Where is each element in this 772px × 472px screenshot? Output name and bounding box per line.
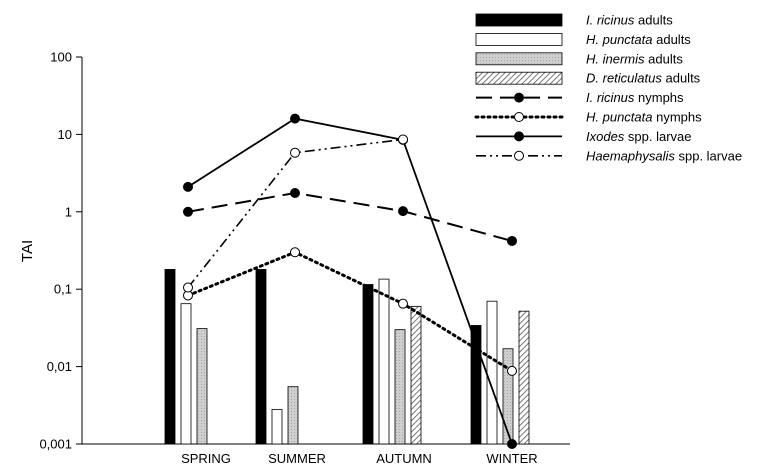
- legend-label-species: Ixodes: [586, 129, 625, 144]
- series-line: [187, 138, 404, 289]
- data-point: [507, 235, 517, 246]
- y-tick-label: 0,01: [47, 359, 72, 374]
- series-line: [187, 117, 513, 445]
- legend-label-species: Haemaphysalis: [586, 148, 675, 163]
- y-tick-label: 1: [65, 204, 72, 219]
- y-axis-title: TAI: [19, 240, 36, 262]
- series-lines: [186, 117, 514, 445]
- y-tick-label: 0,1: [54, 282, 72, 297]
- data-point: [398, 298, 408, 309]
- legend-label-species: H. inermis: [586, 51, 645, 66]
- legend-swatch: [475, 52, 563, 66]
- data-point: [290, 247, 300, 258]
- bar: [378, 278, 390, 445]
- legend-label-species: I. ricinus: [586, 13, 635, 28]
- legend-marker: [514, 92, 524, 103]
- legend-label-stage: adults: [645, 51, 684, 66]
- legend-label: H. inermis adults: [586, 51, 683, 66]
- legend-label-species: H. punctata: [586, 32, 653, 47]
- bar: [196, 328, 208, 445]
- x-tick-label: SUMMER: [268, 451, 326, 466]
- bar: [394, 329, 406, 445]
- legend-marker: [514, 150, 524, 161]
- legend-label-stage: adults: [662, 71, 701, 86]
- legend-swatch: [475, 71, 563, 85]
- legend-label: Ixodes spp. larvae: [586, 129, 692, 144]
- x-tick-labels: SPRING SUMMER AUTUMN WINTER: [181, 451, 538, 466]
- data-point: [290, 187, 300, 198]
- y-tick-label: 10: [58, 127, 72, 142]
- data-point: [507, 439, 517, 449]
- legend-label-stage: nymphs: [634, 90, 684, 105]
- y-ticks: 100 10 1 0,1 0,01 0,001: [39, 50, 82, 452]
- bar: [164, 269, 176, 445]
- y-tick-label: 0,001: [39, 437, 72, 452]
- series-line: [186, 250, 514, 373]
- bar: [518, 310, 530, 445]
- legend-label-species: D. reticulatus: [586, 71, 662, 86]
- bar: [486, 300, 498, 445]
- y-tick-label: 100: [50, 50, 72, 65]
- bar: [287, 386, 299, 445]
- data-point: [290, 147, 300, 158]
- bar: [470, 325, 482, 445]
- bar: [410, 305, 422, 445]
- series-line: [187, 191, 513, 242]
- legend-label: H. punctata adults: [586, 32, 691, 47]
- legend-label-species: H. punctata: [586, 110, 653, 125]
- legend-label: Haemaphysalis spp. larvae: [586, 148, 742, 163]
- bar: [255, 269, 267, 445]
- x-tick-label: SPRING: [181, 451, 231, 466]
- legend-marker: [514, 112, 524, 122]
- data-point: [507, 365, 517, 376]
- legend-label-stage: spp. larvae: [624, 129, 691, 144]
- legend-label-stage: adults: [634, 13, 673, 28]
- legend-swatch: [475, 33, 563, 46]
- series-markers: [183, 113, 517, 449]
- legend-label-stage: spp. larvae: [675, 148, 742, 163]
- legend-label-species: I. ricinus: [586, 90, 635, 105]
- legend-label: I. ricinus nymphs: [586, 90, 684, 105]
- x-tick-label: WINTER: [486, 451, 537, 466]
- legend-marker: [514, 131, 524, 142]
- data-point: [183, 206, 193, 217]
- data-point: [183, 181, 193, 192]
- x-tick-label: AUTUMN: [376, 451, 432, 466]
- data-point: [398, 206, 408, 217]
- data-point: [183, 282, 193, 293]
- legend-label: D. reticulatus adults: [586, 71, 701, 86]
- bar: [502, 348, 514, 445]
- legend-label: I. ricinus adults: [586, 13, 673, 28]
- bar: [362, 284, 374, 445]
- data-point: [290, 113, 300, 124]
- legend-label-stage: adults: [653, 32, 692, 47]
- bar: [180, 303, 192, 445]
- bar: [271, 408, 283, 445]
- bars: [164, 269, 530, 445]
- legend-label-stage: nymphs: [653, 110, 703, 125]
- legend-label: H. punctata nymphs: [586, 110, 702, 125]
- legend-swatch: [475, 13, 563, 27]
- data-point: [398, 134, 408, 145]
